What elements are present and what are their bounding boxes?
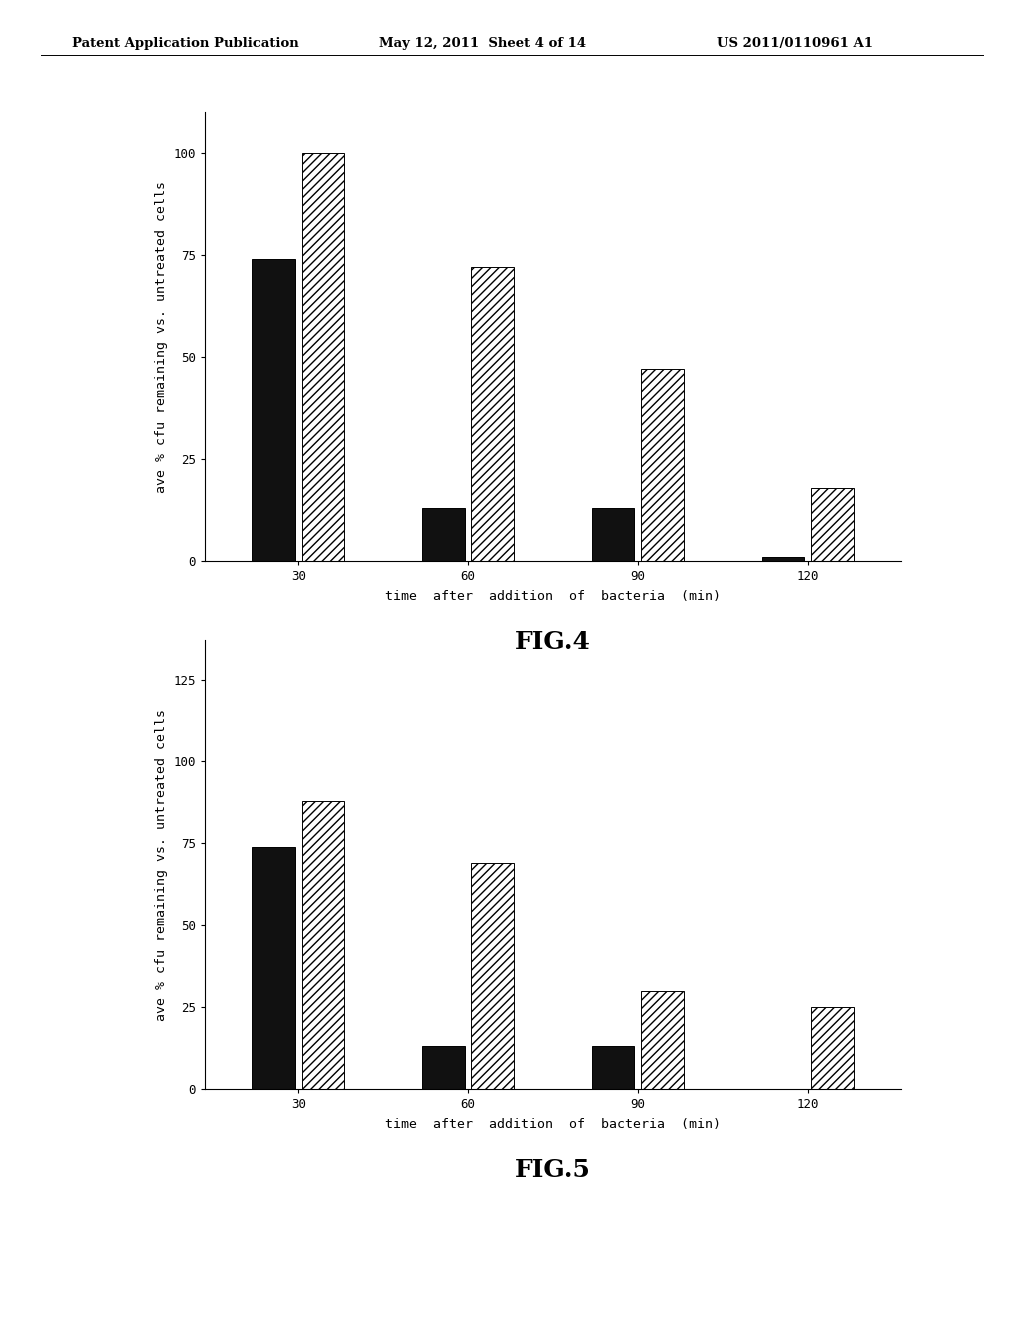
X-axis label: time  after  addition  of  bacteria  (min): time after addition of bacteria (min) <box>385 1118 721 1131</box>
Text: FIG.4: FIG.4 <box>515 630 591 653</box>
Text: FIG.5: FIG.5 <box>515 1158 591 1181</box>
Y-axis label: ave % cfu remaining vs. untreated cells: ave % cfu remaining vs. untreated cells <box>155 181 168 492</box>
Bar <box>762 557 804 561</box>
Bar <box>641 991 684 1089</box>
Bar <box>252 259 295 561</box>
Bar <box>252 846 295 1089</box>
X-axis label: time  after  addition  of  bacteria  (min): time after addition of bacteria (min) <box>385 590 721 603</box>
Bar <box>811 487 854 561</box>
Bar <box>471 863 514 1089</box>
Bar <box>811 1007 854 1089</box>
Bar <box>592 508 635 561</box>
Text: Patent Application Publication: Patent Application Publication <box>72 37 298 50</box>
Bar <box>471 267 514 561</box>
Bar <box>641 370 684 561</box>
Bar <box>302 801 344 1089</box>
Bar <box>592 1047 635 1089</box>
Text: May 12, 2011  Sheet 4 of 14: May 12, 2011 Sheet 4 of 14 <box>379 37 586 50</box>
Text: US 2011/0110961 A1: US 2011/0110961 A1 <box>717 37 872 50</box>
Bar <box>422 1047 465 1089</box>
Bar <box>422 508 465 561</box>
Y-axis label: ave % cfu remaining vs. untreated cells: ave % cfu remaining vs. untreated cells <box>155 709 168 1020</box>
Bar <box>302 153 344 561</box>
